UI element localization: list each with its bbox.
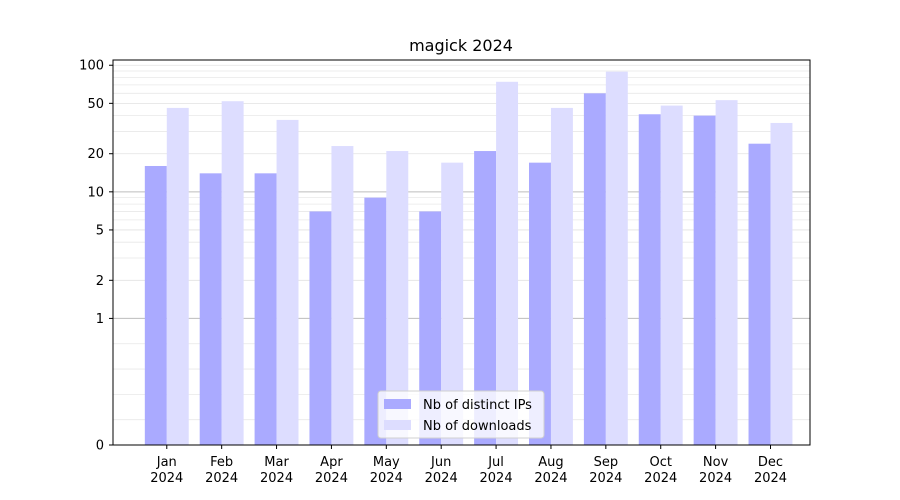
bar xyxy=(441,162,464,445)
y-tick-label: 0 xyxy=(96,439,104,454)
y-tick-label: 10 xyxy=(87,185,104,200)
x-tick-label-year: 2024 xyxy=(644,471,677,486)
bar xyxy=(144,165,167,446)
x-tick-label-year: 2024 xyxy=(425,471,458,486)
y-tick-label: 20 xyxy=(87,147,104,162)
x-tick-label-year: 2024 xyxy=(260,471,293,486)
x-tick-label-year: 2024 xyxy=(370,471,403,486)
legend-swatch xyxy=(384,399,411,409)
chart-title: magick 2024 xyxy=(409,36,513,55)
x-tick-label: Nov xyxy=(703,455,729,470)
bar xyxy=(638,114,661,445)
bar xyxy=(276,119,299,445)
x-tick-label: Apr xyxy=(320,455,343,470)
bar xyxy=(254,173,277,445)
bar xyxy=(693,115,716,445)
y-tick-label: 50 xyxy=(87,97,104,112)
y-tick-label: 1 xyxy=(96,312,104,327)
bar xyxy=(660,105,683,446)
x-tick-label-year: 2024 xyxy=(150,471,183,486)
plot-frame xyxy=(112,59,811,446)
x-tick-label: Jul xyxy=(487,455,504,470)
x-tick-label-year: 2024 xyxy=(205,471,238,486)
x-tick-label: May xyxy=(373,455,400,470)
x-tick-label: Jun xyxy=(430,455,451,470)
x-tick-label: Sep xyxy=(594,455,619,470)
bar xyxy=(496,81,519,445)
bar xyxy=(550,107,573,446)
x-tick-label-year: 2024 xyxy=(589,471,622,486)
x-tick-label: Oct xyxy=(649,455,671,470)
y-tick-label: 100 xyxy=(79,59,104,74)
y-tick-label: 5 xyxy=(96,223,104,238)
bar xyxy=(221,101,244,446)
x-tick-label-year: 2024 xyxy=(534,471,567,486)
bar xyxy=(309,211,332,445)
bar xyxy=(605,71,628,446)
bar xyxy=(529,162,551,445)
bar xyxy=(331,146,354,445)
x-tick-label-year: 2024 xyxy=(480,471,513,486)
x-tick-label-year: 2024 xyxy=(315,471,348,486)
bar xyxy=(748,143,771,445)
x-tick-label: Aug xyxy=(538,455,563,470)
bar xyxy=(474,151,497,445)
bar xyxy=(419,211,442,445)
legend-box xyxy=(377,390,545,439)
y-tick-label: 2 xyxy=(96,274,104,289)
x-tick-label: Mar xyxy=(264,455,289,470)
legend-swatch xyxy=(384,420,411,430)
x-tick-label-year: 2024 xyxy=(754,471,787,486)
bar xyxy=(199,173,222,445)
bar xyxy=(770,122,793,445)
bar xyxy=(166,107,189,446)
bar xyxy=(715,100,738,445)
bar xyxy=(386,151,409,445)
x-tick-label: Dec xyxy=(758,455,783,470)
x-tick-label-year: 2024 xyxy=(699,471,732,486)
legend-label: Nb of distinct IPs xyxy=(423,398,532,413)
bar xyxy=(364,197,387,445)
legend-label: Nb of downloads xyxy=(423,419,532,434)
x-tick-label: Jan xyxy=(156,455,177,470)
x-tick-label: Feb xyxy=(210,455,233,470)
bar xyxy=(583,93,606,445)
